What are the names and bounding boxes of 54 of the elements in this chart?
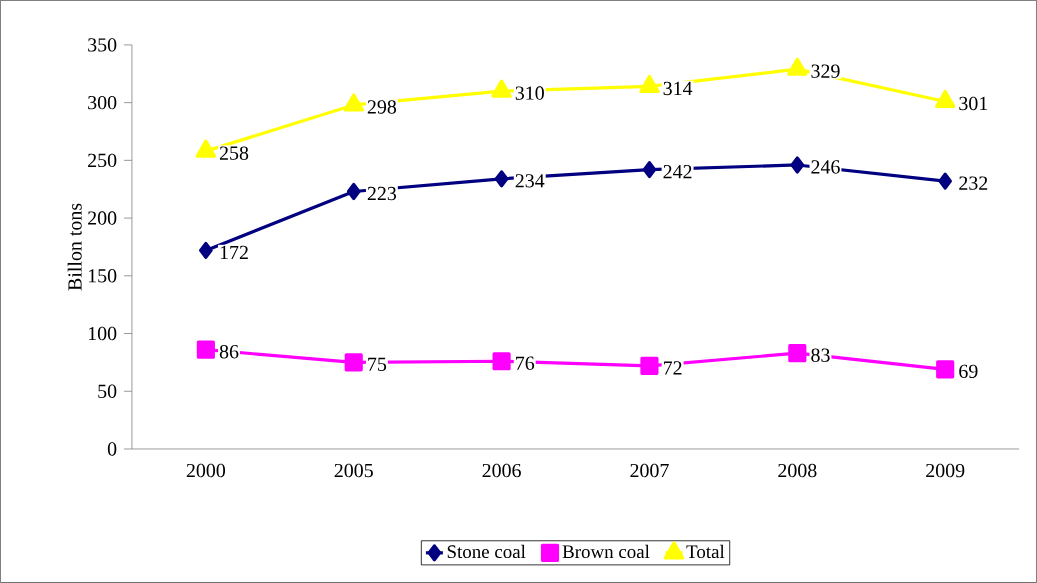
x-tick-label: 2000 (186, 463, 226, 478)
legend-label: Brown coal (562, 544, 650, 559)
point (936, 360, 955, 379)
point (199, 241, 213, 260)
data-label: 242 (663, 165, 692, 179)
data-label: 234 (515, 174, 545, 188)
data-label: 83 (811, 348, 830, 362)
data-label: 301 (959, 96, 988, 111)
data-label: 172 (220, 245, 248, 260)
point (494, 170, 509, 188)
point (642, 161, 657, 179)
x-tick-label: 2006 (482, 463, 521, 478)
data-label: 246 (811, 160, 840, 174)
data-label: 223 (367, 186, 397, 201)
y-tick-label: 100 (88, 326, 117, 341)
data-label: 258 (219, 146, 249, 160)
point (346, 183, 361, 201)
x-tick-label: 2005 (334, 463, 373, 478)
data-label: 69 (959, 364, 978, 379)
point (343, 93, 364, 112)
legend-label: Stone coal (447, 544, 526, 559)
y-tick-label: 300 (88, 95, 117, 110)
y-tick-label: 350 (88, 38, 117, 52)
data-label: 298 (367, 100, 397, 114)
x-tick-label: 2007 (630, 463, 669, 478)
x-tick-label: 2008 (778, 463, 817, 478)
point (195, 139, 217, 158)
data-label: 75 (368, 357, 387, 372)
point (344, 353, 363, 372)
point (938, 172, 953, 190)
y-tick-label: 150 (88, 269, 117, 283)
y-tick-label: 50 (98, 384, 117, 399)
data-label: 314 (663, 81, 693, 96)
point (491, 79, 512, 98)
data-label: 329 (811, 64, 840, 78)
data-label: 86 (219, 345, 239, 359)
x-tick-label: 2009 (926, 463, 965, 478)
point (790, 156, 805, 174)
legend-label: Total (686, 544, 725, 559)
point (788, 344, 807, 363)
y-tick-label: 250 (88, 153, 117, 168)
data-label: 310 (515, 86, 544, 100)
point (640, 356, 659, 375)
data-label: 76 (516, 356, 535, 370)
point (934, 89, 956, 109)
y-tick-label: 0 (107, 442, 117, 456)
point (787, 57, 808, 76)
point (196, 340, 215, 359)
point (492, 352, 511, 371)
point (639, 74, 660, 94)
data-label: 72 (663, 361, 682, 375)
y-axis-title: Billon tons (67, 203, 82, 291)
y-tick-label: 200 (88, 211, 117, 225)
data-label: 232 (959, 176, 988, 190)
